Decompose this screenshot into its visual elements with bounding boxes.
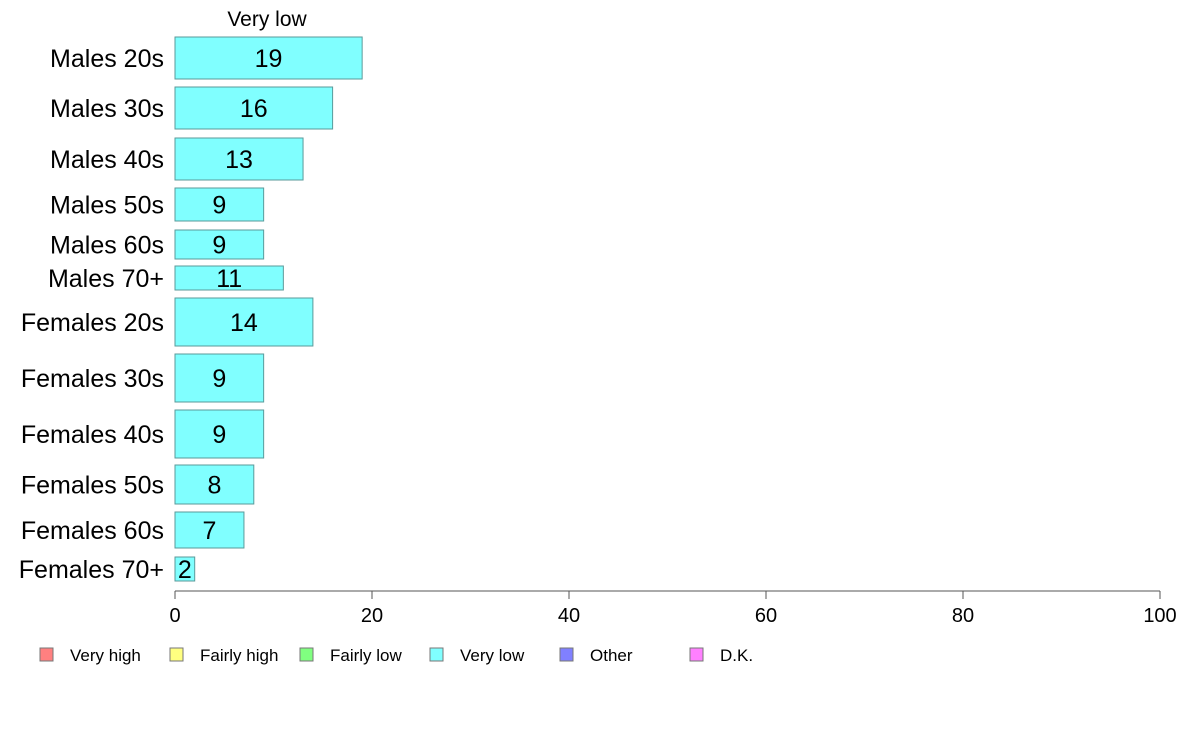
category-label: Females 30s (21, 365, 164, 393)
bar (174, 229, 265, 260)
bar (174, 265, 284, 291)
legend-label: Fairly high (200, 646, 278, 665)
x-tick-label: 40 (558, 605, 580, 627)
legend-label: Very low (460, 646, 525, 665)
x-tick-label: 60 (755, 605, 777, 627)
bar (174, 86, 334, 130)
legend-swatch (559, 647, 574, 662)
category-label: Males 60s (50, 232, 164, 260)
bar (174, 137, 304, 181)
legend-label: Very high (70, 646, 141, 665)
category-label: Males 30s (50, 95, 164, 123)
category-label: Males 70+ (48, 265, 164, 293)
legend-label: D.K. (720, 646, 753, 665)
bar (174, 511, 245, 549)
x-axis: 0 20 40 60 80 100 (169, 590, 1177, 627)
category-label: Females 60s (21, 517, 164, 545)
bar-value-label: 11 (216, 265, 242, 293)
legend-swatch (689, 647, 704, 662)
legend-swatch (429, 647, 444, 662)
chart-header: Very low (227, 8, 307, 31)
bar-value-label: 19 (255, 45, 283, 73)
bar-value-label: 14 (230, 309, 258, 337)
category-label: Males 40s (50, 146, 164, 174)
x-tick-label: 20 (361, 605, 383, 627)
bar-value-label: 13 (225, 146, 253, 174)
bar (174, 409, 265, 459)
bar-value-label: 7 (203, 517, 217, 545)
legend-swatch (169, 647, 184, 662)
bar (174, 353, 265, 403)
legend-label: Fairly low (330, 646, 403, 665)
category-label: Females 50s (21, 472, 164, 500)
bar-group: Males 20s 19 Males 30s 16 Males 40s 13 Males 5… (19, 36, 363, 584)
legend-label: Other (590, 646, 633, 665)
category-label: Males 20s (50, 45, 164, 73)
bar (174, 464, 255, 505)
bar-value-label: 16 (240, 95, 268, 123)
x-tick-label: 0 (169, 605, 180, 627)
bar (174, 187, 265, 222)
bar-value-label: 9 (212, 421, 226, 449)
bar (174, 556, 196, 582)
x-tick-label: 80 (952, 605, 974, 627)
category-label: Females 40s (21, 421, 164, 449)
bar-value-label: 9 (212, 365, 226, 393)
category-label: Females 70+ (19, 556, 164, 584)
x-tick-label: 100 (1143, 605, 1176, 627)
category-label: Females 20s (21, 309, 164, 337)
legend-swatch (299, 647, 314, 662)
bar-value-label: 2 (178, 556, 192, 584)
bar-value-label: 8 (207, 472, 221, 500)
legend-swatch (39, 647, 54, 662)
bar-value-label: 9 (212, 192, 226, 220)
bar-value-label: 9 (212, 232, 226, 260)
legend: Very high Fairly high Fairly low Very low Ot… (39, 646, 753, 665)
category-label: Males 50s (50, 192, 164, 220)
bar (174, 36, 363, 80)
bar (174, 297, 314, 347)
